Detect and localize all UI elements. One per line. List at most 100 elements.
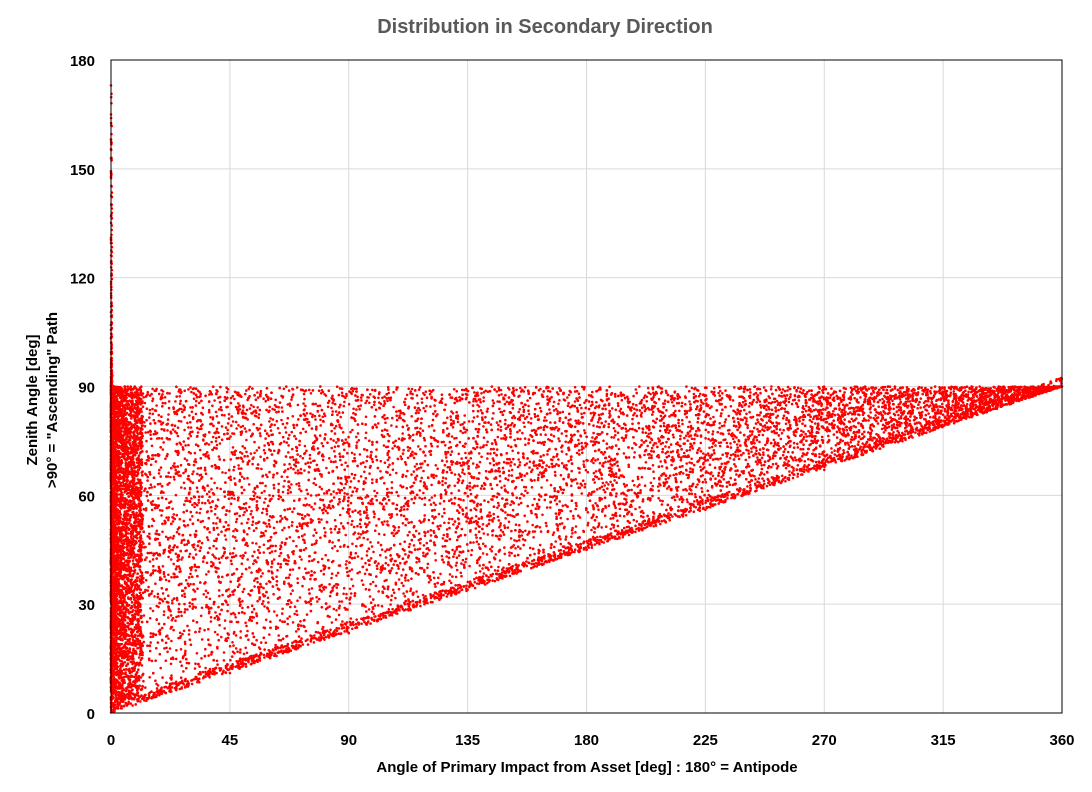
data-point <box>374 408 378 412</box>
data-point <box>804 404 808 407</box>
data-point <box>882 431 886 434</box>
data-point <box>597 477 601 481</box>
data-point <box>530 511 533 515</box>
data-point <box>369 601 373 604</box>
data-point <box>663 399 667 403</box>
data-point <box>148 486 151 490</box>
data-point <box>919 406 922 409</box>
data-point <box>318 434 322 437</box>
data-point <box>814 414 818 418</box>
data-point <box>786 385 790 389</box>
data-point <box>535 402 538 406</box>
data-point <box>550 395 553 399</box>
data-point <box>190 390 193 394</box>
data-point <box>187 443 190 447</box>
data-point <box>279 562 283 566</box>
data-point <box>224 538 228 541</box>
data-point <box>134 448 137 451</box>
data-point <box>253 451 256 455</box>
data-point <box>509 464 512 467</box>
data-point <box>548 408 551 411</box>
data-point <box>395 471 398 475</box>
data-point <box>148 560 152 563</box>
data-point <box>179 648 183 651</box>
data-point <box>294 630 298 633</box>
data-point <box>185 459 189 462</box>
data-point <box>403 403 407 407</box>
data-point <box>189 421 192 424</box>
data-point <box>863 430 866 434</box>
data-point <box>491 534 494 537</box>
data-point <box>149 635 152 639</box>
data-point <box>322 568 326 571</box>
data-point <box>322 412 326 416</box>
data-point <box>259 641 263 644</box>
data-point <box>567 401 570 405</box>
data-point <box>310 570 313 573</box>
data-point <box>517 410 520 414</box>
data-point <box>685 498 689 501</box>
data-point <box>320 605 324 609</box>
data-point <box>240 572 244 576</box>
data-point <box>167 471 170 475</box>
data-point <box>500 437 503 440</box>
data-point <box>370 610 374 613</box>
data-point <box>515 388 518 392</box>
data-point <box>546 449 549 453</box>
data-point <box>952 390 956 393</box>
data-point <box>692 463 696 467</box>
data-point <box>158 509 162 512</box>
data-point <box>499 528 503 532</box>
data-point <box>290 430 294 434</box>
data-point <box>523 385 527 389</box>
data-point <box>374 584 378 588</box>
data-point <box>498 480 502 483</box>
data-point <box>841 403 845 407</box>
data-point <box>570 535 573 539</box>
data-point <box>165 588 168 591</box>
data-point <box>239 636 242 639</box>
data-point <box>152 564 155 568</box>
data-point <box>349 617 353 620</box>
data-point <box>129 535 133 538</box>
data-point <box>758 387 762 391</box>
data-point <box>157 472 161 475</box>
data-point <box>193 505 196 509</box>
data-point <box>234 420 238 424</box>
data-point <box>785 394 789 397</box>
data-point <box>335 465 339 469</box>
data-point <box>154 409 158 413</box>
data-point <box>908 400 912 403</box>
data-point <box>317 597 321 601</box>
data-point <box>241 424 245 428</box>
data-point <box>664 430 668 434</box>
data-point <box>286 492 290 495</box>
data-point <box>549 506 552 509</box>
data-point <box>157 497 160 500</box>
data-point <box>718 389 722 393</box>
data-point <box>574 507 577 511</box>
data-point <box>141 405 145 409</box>
data-point <box>138 591 142 595</box>
data-point <box>217 638 220 642</box>
data-point <box>309 494 313 497</box>
data-point <box>227 588 230 591</box>
data-point <box>184 579 188 582</box>
data-point <box>449 453 453 457</box>
data-point <box>471 462 475 465</box>
data-point <box>449 415 453 418</box>
data-point <box>185 661 189 665</box>
data-point <box>257 548 260 552</box>
data-point <box>510 474 514 477</box>
data-point <box>719 414 723 418</box>
data-point <box>375 564 379 568</box>
data-point <box>615 475 618 479</box>
data-point <box>389 598 393 602</box>
data-point <box>135 424 139 428</box>
data-point <box>331 394 334 398</box>
data-point <box>659 414 663 418</box>
data-point <box>677 455 681 459</box>
data-point <box>943 407 947 411</box>
data-point <box>760 464 763 467</box>
data-point <box>358 522 362 526</box>
